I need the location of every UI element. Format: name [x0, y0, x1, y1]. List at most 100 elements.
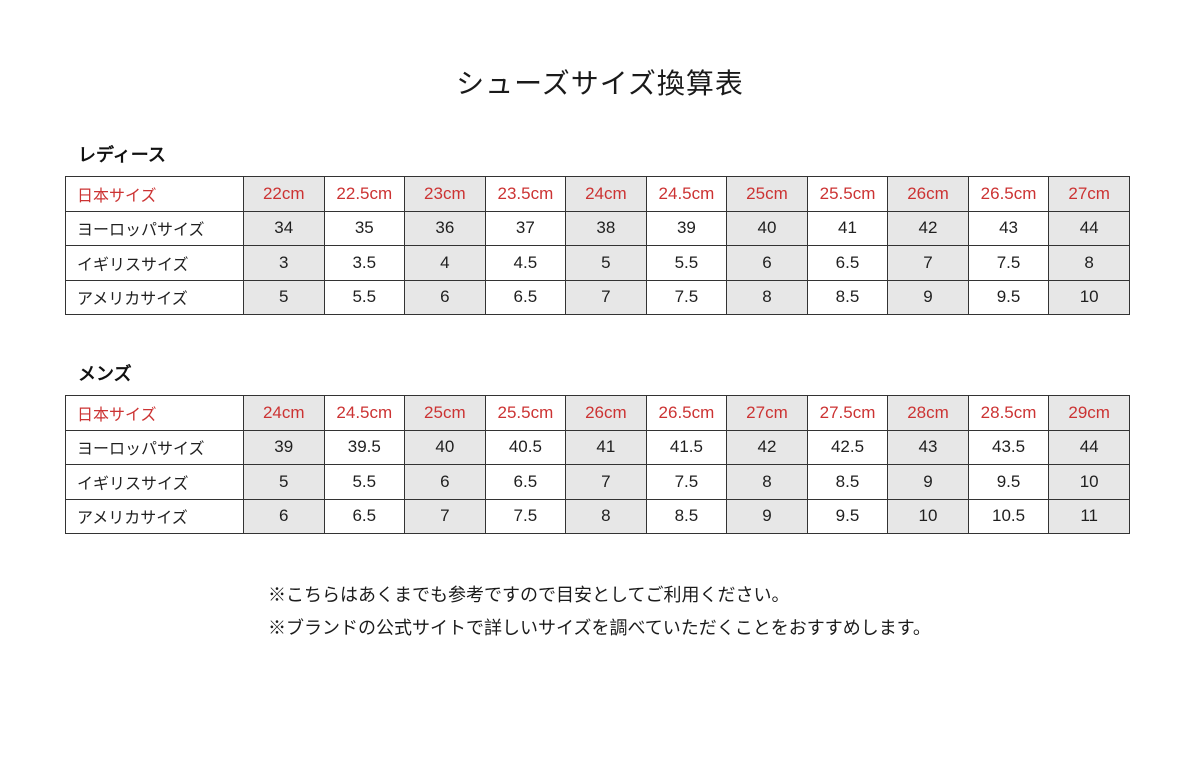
- table-row: 日本サイズ 22cm 22.5cm 23cm 23.5cm 24cm 24.5cm 25cm 2…: [65, 176, 1130, 212]
- size-cell: 6: [726, 245, 808, 281]
- size-cell: 10.5: [967, 498, 1050, 534]
- note-line-1: ※こちらはあくまでも参考ですので目安としてご利用ください。: [268, 585, 790, 605]
- size-cell: 43: [887, 429, 969, 465]
- size-cell: 8: [726, 279, 808, 315]
- size-cell: 27cm: [1048, 176, 1130, 212]
- size-cell: 39: [645, 210, 728, 246]
- size-cell: 25cm: [726, 176, 808, 212]
- size-cell: 43.5: [967, 429, 1050, 465]
- size-cell: 7.5: [645, 464, 728, 500]
- size-cell: 41.5: [645, 429, 728, 465]
- size-cell: 26.5cm: [967, 176, 1050, 212]
- size-cell: 3.5: [323, 245, 406, 281]
- section-ladies: レディース 日本サイズ 22cm 22.5cm 23cm 23.5cm 24cm 24.5c…: [0, 146, 1200, 315]
- size-cell: 34: [243, 210, 325, 246]
- size-cell: 29cm: [1048, 395, 1130, 431]
- size-cell: 25.5cm: [484, 395, 567, 431]
- size-cell: 25cm: [404, 395, 486, 431]
- size-cell: 3: [243, 245, 325, 281]
- size-cell: 11: [1048, 498, 1130, 534]
- table-row: ヨーロッパサイズ 39 39.5 40 40.5 41 41.5 42 42.5 43 43.5 44: [65, 429, 1130, 465]
- size-cell: 8: [726, 464, 808, 500]
- row-header: イギリスサイズ: [65, 464, 244, 500]
- size-cell: 7.5: [967, 245, 1050, 281]
- section-heading-mens: メンズ: [78, 364, 132, 384]
- row-header: 日本サイズ: [65, 176, 244, 212]
- size-cell: 44: [1048, 429, 1130, 465]
- size-cell: 6.5: [323, 498, 406, 534]
- size-cell: 40: [404, 429, 486, 465]
- row-header: イギリスサイズ: [65, 245, 244, 281]
- row-header: アメリカサイズ: [65, 279, 244, 315]
- size-cell: 5.5: [323, 464, 406, 500]
- page-title: シューズサイズ換算表: [456, 68, 744, 99]
- size-cell: 28cm: [887, 395, 969, 431]
- size-cell: 10: [887, 498, 969, 534]
- size-cell: 6: [243, 498, 325, 534]
- ladies-size-table: 日本サイズ 22cm 22.5cm 23cm 23.5cm 24cm 24.5cm 25cm 2…: [65, 176, 1130, 315]
- size-cell: 7: [404, 498, 486, 534]
- size-cell: 38: [565, 210, 647, 246]
- size-cell: 44: [1048, 210, 1130, 246]
- size-cell: 5: [243, 279, 325, 315]
- size-cell: 26cm: [565, 395, 647, 431]
- size-cell: 9.5: [967, 464, 1050, 500]
- size-cell: 8.5: [806, 279, 889, 315]
- row-header: 日本サイズ: [65, 395, 244, 431]
- size-cell: 24.5cm: [323, 395, 406, 431]
- size-cell: 8.5: [645, 498, 728, 534]
- size-cell: 40.5: [484, 429, 567, 465]
- section-heading-ladies: レディース: [78, 145, 166, 165]
- size-cell: 22.5cm: [323, 176, 406, 212]
- size-cell: 42: [726, 429, 808, 465]
- size-cell: 8: [1048, 245, 1130, 281]
- row-header: ヨーロッパサイズ: [65, 429, 244, 465]
- table-row: ヨーロッパサイズ 34 35 36 37 38 39 40 41 42 43 44: [65, 210, 1130, 246]
- size-cell: 7: [565, 464, 647, 500]
- size-cell: 5.5: [645, 245, 728, 281]
- size-cell: 10: [1048, 279, 1130, 315]
- size-cell: 9: [726, 498, 808, 534]
- table-row: アメリカサイズ 6 6.5 7 7.5 8 8.5 9 9.5 10 10.5 11: [65, 498, 1130, 534]
- size-cell: 9: [887, 464, 969, 500]
- size-cell: 35: [323, 210, 406, 246]
- size-cell: 9.5: [806, 498, 889, 534]
- size-cell: 39.5: [323, 429, 406, 465]
- size-cell: 5.5: [323, 279, 406, 315]
- size-cell: 7.5: [484, 498, 567, 534]
- size-cell: 42.5: [806, 429, 889, 465]
- size-cell: 40: [726, 210, 808, 246]
- note-line-2: ※ブランドの公式サイトで詳しいサイズを調べていただくことをおすすめします。: [268, 618, 931, 638]
- size-cell: 22cm: [243, 176, 325, 212]
- size-cell: 6: [404, 279, 486, 315]
- size-cell: 4: [404, 245, 486, 281]
- page: シューズサイズ換算表 レディース 日本サイズ 22cm 22.5cm 23cm 23.5…: [0, 70, 1200, 638]
- mens-size-table: 日本サイズ 24cm 24.5cm 25cm 25.5cm 26cm 26.5cm 27cm 2…: [65, 395, 1130, 534]
- size-cell: 7: [565, 279, 647, 315]
- row-header: ヨーロッパサイズ: [65, 210, 244, 246]
- size-cell: 6: [404, 464, 486, 500]
- row-header: アメリカサイズ: [65, 498, 244, 534]
- size-cell: 27cm: [726, 395, 808, 431]
- size-cell: 5: [243, 464, 325, 500]
- size-cell: 36: [404, 210, 486, 246]
- size-cell: 25.5cm: [806, 176, 889, 212]
- size-cell: 42: [887, 210, 969, 246]
- size-cell: 7: [887, 245, 969, 281]
- table-row: イギリスサイズ 3 3.5 4 4.5 5 5.5 6 6.5 7 7.5 8: [65, 245, 1130, 281]
- size-cell: 9: [887, 279, 969, 315]
- size-cell: 6.5: [484, 279, 567, 315]
- size-cell: 4.5: [484, 245, 567, 281]
- size-cell: 23.5cm: [484, 176, 567, 212]
- size-cell: 37: [484, 210, 567, 246]
- size-cell: 24.5cm: [645, 176, 728, 212]
- size-cell: 5: [565, 245, 647, 281]
- size-cell: 6.5: [806, 245, 889, 281]
- size-cell: 7.5: [645, 279, 728, 315]
- size-cell: 24cm: [565, 176, 647, 212]
- table-row: イギリスサイズ 5 5.5 6 6.5 7 7.5 8 8.5 9 9.5 10: [65, 464, 1130, 500]
- size-cell: 26.5cm: [645, 395, 728, 431]
- size-cell: 23cm: [404, 176, 486, 212]
- size-cell: 43: [967, 210, 1050, 246]
- size-cell: 41: [565, 429, 647, 465]
